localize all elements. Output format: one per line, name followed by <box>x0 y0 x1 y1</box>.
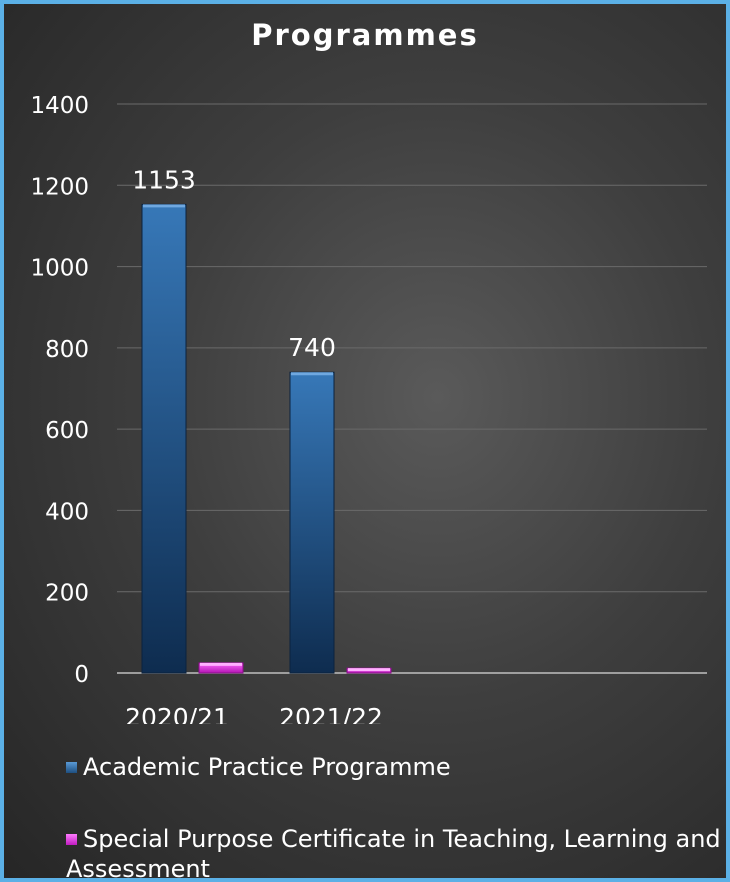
x-tick-label: 2020/21 <box>125 703 229 724</box>
bar-academic-practice <box>289 371 335 674</box>
legend-swatch-pink <box>66 834 77 845</box>
y-tick-label: 800 <box>45 337 89 363</box>
legend-item-special-purpose-certificate: Special Purpose Certificate in Teaching,… <box>66 824 726 878</box>
legend-item-academic-practice: Academic Practice Programme <box>66 752 726 782</box>
y-tick-label: 200 <box>45 581 89 607</box>
y-tick-label: 1200 <box>30 174 89 200</box>
y-tick-label: 1000 <box>30 256 89 282</box>
x-tick-label: 2021/22 <box>279 703 383 724</box>
y-tick-label: 0 <box>74 662 89 688</box>
bar-academic-practice-edge <box>291 372 333 376</box>
chart-title: Programmes <box>251 18 479 52</box>
legend-label: Academic Practice Programme <box>83 753 451 781</box>
y-tick-label: 400 <box>45 499 89 525</box>
bar-academic-practice-edge <box>143 204 185 208</box>
bar-special-purpose-certificate-edge <box>200 662 242 666</box>
data-label: 740 <box>288 333 336 362</box>
y-tick-label: 1400 <box>30 93 89 119</box>
chart-plot-area: 0 200 400 600 800 1000 1200 1400 1153 2020/21 740 2… <box>30 93 707 724</box>
y-tick-label: 600 <box>45 418 89 444</box>
legend-swatch-blue <box>66 762 77 773</box>
chart-frame: Programmes 0 200 400 600 800 1000 1200 1400 1153… <box>4 4 726 878</box>
bar-special-purpose-certificate-edge <box>348 668 390 672</box>
data-label: 1153 <box>132 165 196 194</box>
legend-label: Special Purpose Certificate in Teaching,… <box>66 825 721 878</box>
bar-academic-practice <box>141 203 187 674</box>
